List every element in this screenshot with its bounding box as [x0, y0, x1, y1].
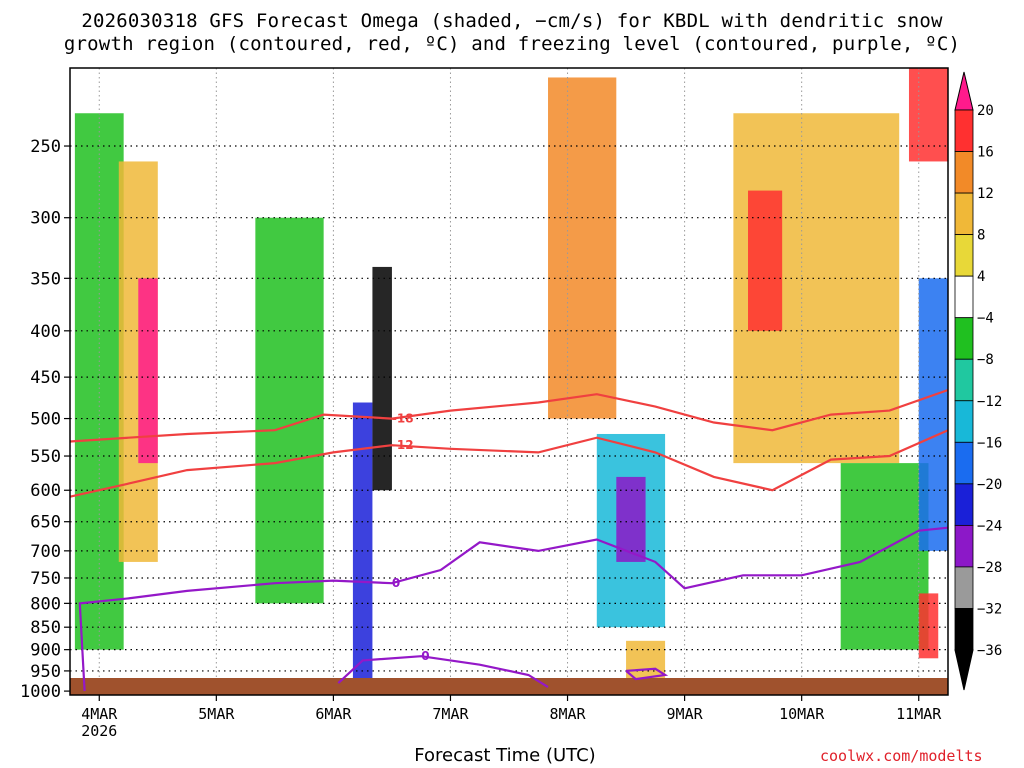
xtick-label-3: 7MAR [432, 705, 469, 723]
x-axis-title: Forecast Time (UTC) [414, 745, 596, 766]
xtick-label-7: 11MAR [896, 705, 942, 723]
ytick-label-0: 250 [30, 137, 61, 157]
ytick-label-1: 300 [30, 209, 61, 229]
xtick-label-5: 9MAR [667, 705, 704, 723]
colorbar-swatch-9 [954, 483, 974, 526]
omega-region-13 [918, 278, 948, 551]
ytick-label-2: 350 [30, 269, 61, 289]
colorbar-swatch-6 [954, 358, 974, 402]
omega-region-15 [908, 68, 948, 162]
colorbar-swatch-7 [954, 400, 974, 443]
ytick-label-6: 550 [30, 447, 61, 467]
plot-frame [69, 67, 949, 696]
colorbar-label-3: 8 [977, 228, 985, 244]
ytick-label-15: 1000 [20, 682, 61, 702]
grid-layer [70, 68, 948, 695]
ytick-label-8: 650 [30, 513, 61, 533]
ytick-label-12: 850 [30, 618, 61, 638]
xtick-label-6: 10MAR [779, 705, 825, 723]
colorbar-label-5: −4 [977, 311, 994, 327]
chart-title-line-2: growth region (contoured, red, ºC) and f… [63, 33, 961, 55]
colorbar-swatch-2 [954, 192, 974, 236]
colorbar-label-8: −16 [977, 435, 1002, 451]
omega-region-3 [255, 217, 324, 604]
ground-strip [70, 678, 948, 695]
contour-line-0 [69, 388, 949, 443]
colorbar-label-0: 20 [977, 103, 994, 119]
ytick-label-4: 450 [30, 368, 61, 388]
credit-link[interactable]: coolwx.com/modelts [820, 747, 983, 765]
contour-label-2: 0 [392, 576, 400, 590]
colorbar-swatch-3 [954, 234, 974, 277]
colorbar-swatch-8 [954, 441, 974, 485]
xtick-label-2: 6MAR [315, 705, 352, 723]
omega-region-2 [138, 278, 158, 464]
contour-line-2 [78, 526, 949, 692]
omega-region-4 [352, 402, 373, 684]
omega-shading-layer [74, 68, 948, 688]
colorbar-swatch-10 [954, 524, 974, 568]
omega-region-0 [74, 113, 124, 650]
y-axis-ticks: 250 300 350 400 450 500 550 600 650 700 750 800 850 9… [20, 137, 70, 702]
omega-region-6 [548, 77, 617, 419]
colorbar-swatch-4 [954, 275, 974, 319]
contour-layer: -18 -12 0 0 [69, 388, 949, 692]
contour-label-3: 0 [421, 649, 429, 663]
colorbar-label-1: 16 [977, 145, 994, 161]
omega-region-12 [840, 463, 929, 650]
ytick-label-7: 600 [30, 481, 61, 501]
omega-region-14 [918, 593, 939, 659]
colorbar-label-7: −12 [977, 394, 1002, 410]
colorbar-swatch-5 [954, 317, 974, 360]
chart-title-line-1: 2026030318 GFS Forecast Omega (shaded, −… [81, 10, 943, 32]
x-axis-ticks: 4MAR 5MAR 6MAR 7MAR 8MAR 9MAR 10MAR 11MAR 2026 [81, 695, 942, 740]
contour-line-3 [337, 655, 549, 689]
ytick-label-13: 900 [30, 641, 61, 661]
colorbar-label-11: −28 [977, 560, 1002, 576]
colorbar-label-9: −20 [977, 477, 1002, 493]
colorbar-bottom-arrow [954, 649, 974, 691]
colorbar-swatch-1 [954, 151, 974, 194]
xtick-year-label: 2026 [81, 722, 117, 740]
xtick-label-0: 4MAR [81, 705, 118, 723]
ytick-label-11: 800 [30, 594, 61, 614]
xtick-label-4: 8MAR [549, 705, 586, 723]
colorbar: 20 16 12 8 4 −4 −8 −12 −16 −20 −24 −28 −32 −36 [954, 71, 1002, 691]
ytick-label-5: 500 [30, 410, 61, 430]
ytick-label-10: 750 [30, 569, 61, 589]
ytick-label-14: 950 [30, 662, 61, 682]
colorbar-top-arrow [954, 71, 974, 111]
colorbar-swatch-12 [954, 608, 974, 651]
contour-label-1: -12 [392, 438, 414, 452]
ytick-label-9: 700 [30, 542, 61, 562]
colorbar-swatch-11 [954, 566, 974, 609]
omega-region-11 [748, 190, 783, 331]
omega-region-5 [372, 266, 392, 491]
ytick-label-3: 400 [30, 322, 61, 342]
colorbar-label-10: −24 [977, 518, 1002, 534]
contour-line-1 [69, 429, 949, 498]
colorbar-label-6: −8 [977, 352, 994, 368]
colorbar-label-13: −36 [977, 643, 1002, 659]
colorbar-label-12: −32 [977, 601, 1002, 617]
colorbar-label-2: 12 [977, 186, 994, 202]
colorbar-swatch-0 [954, 109, 974, 152]
contour-line-4 [625, 667, 669, 681]
colorbar-label-4: 4 [977, 269, 985, 285]
contour-label-0: -18 [392, 412, 414, 426]
xtick-label-1: 5MAR [198, 705, 235, 723]
